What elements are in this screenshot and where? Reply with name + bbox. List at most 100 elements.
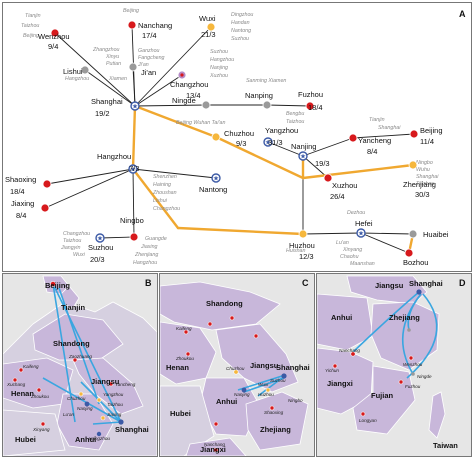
node-star-icon-yangzhou: ★ (265, 139, 271, 147)
arrow-d-4 (407, 293, 422, 331)
panel-d: Jiangsu Shanghai Anhui Zhejiang Jiangxi … (316, 273, 472, 457)
dot-b-shanghai (118, 419, 124, 425)
node-fuzhou (305, 101, 315, 111)
node-wuxi (206, 22, 216, 32)
d-prov-jiangxi: Jiangxi (327, 379, 353, 388)
node-shanghai (130, 101, 140, 111)
minor-changzhou-r2: Hangzhou (210, 57, 234, 63)
b-prov-anhui: Anhui (75, 435, 96, 444)
b-prov-beijing: Beijing (45, 281, 70, 290)
map-d-gray-dots (407, 328, 415, 376)
node-label-hefei: Hefei (355, 219, 373, 228)
edge-hangzhou-shaoxing (46, 168, 134, 185)
node-label-jiaxing: Jiaxing (11, 199, 34, 208)
arrow-c-1 (237, 375, 283, 391)
map-c-arrows (237, 375, 285, 397)
edge-ningbo-suzhou (99, 236, 135, 239)
map-d: Jiangsu Shanghai Anhui Zhejiang Jiangxi … (317, 274, 471, 456)
map-c: Shandong Henan Jiangsu Shanghai Anhui Hu… (160, 274, 314, 456)
node-shaoxing (42, 179, 52, 189)
node-hefei (356, 228, 366, 238)
node-date-hangzhou: 7/3 (129, 164, 139, 173)
minor-ningbo-1: Guangde (145, 236, 167, 242)
b-city-yangzhou: Yangzhou (103, 392, 124, 397)
d-prov-jiangsu: Jiangsu (375, 281, 404, 290)
node-star-icon-hefei: ★ (358, 230, 364, 238)
node-lishui (80, 65, 90, 75)
b-city-taizhou: Taizhou (107, 402, 123, 407)
node-nanchang (127, 20, 137, 30)
minor-changzhou-2: Fangcheng (138, 55, 165, 61)
b-prov-henan: Henan (11, 389, 34, 398)
c-city-kaifeng: Kaifeng (176, 326, 192, 331)
node-bozhou (404, 248, 414, 258)
dot-b-chuzhou (78, 391, 84, 397)
edge-hangzhou-jiaxing (44, 168, 134, 209)
node-star-icon-hangzhou: ★ (130, 166, 136, 174)
b-city-jiaxing: Jiaxing (106, 412, 122, 417)
node-label-fuzhou: Fuzhou (298, 90, 323, 99)
d-city-longyan: Longyan (359, 418, 377, 423)
minor-suzhou-2: Taizhou (63, 238, 81, 244)
node-label-yangzhou: Yangzhou (265, 126, 298, 135)
map-d-stars (416, 289, 422, 295)
edge-hangzhou-nantong (132, 168, 217, 179)
c-prov-zhejiang: Zhejiang (260, 425, 291, 434)
dot-c-zhoukou (185, 351, 191, 357)
c-city-suzhou: Suzhou (270, 378, 286, 383)
b-city-luan: Lu'an (63, 412, 75, 417)
node-date-shanghai: 19/2 (95, 109, 110, 118)
edge-shanghai-chuzhou (133, 104, 218, 139)
node-label-nanjing: Nanjing (291, 142, 316, 151)
minor-hefei-5: Maanshan (350, 261, 375, 267)
minor-changzhou-r3: Nanjing (210, 65, 228, 71)
edge-shanghai-lishui (84, 69, 136, 107)
edge-nanping-fuzhou (266, 104, 311, 107)
node-date-yancheng: 8/4 (367, 147, 377, 156)
d-city-fuzhou: Fuzhou (405, 384, 421, 389)
map-d-arrows (352, 291, 438, 379)
c-prov-jiangxi: Jiangxi (200, 445, 226, 454)
map-b-hubei-shape (3, 409, 66, 456)
node-yangzhou (263, 137, 273, 147)
c-prov-anhui: Anhui (216, 397, 237, 406)
panel-b-label: B (145, 278, 152, 288)
minor-changzhou-r1: Suzhou (210, 49, 228, 55)
node-label-changzhou: Changzhou (170, 80, 208, 89)
edge-hefei-huaibei (360, 232, 414, 235)
dot-b-beijing (50, 281, 56, 287)
dot-b-xinyang (40, 421, 46, 427)
node-ningde (201, 100, 211, 110)
minor-labels: Tianjin Taizhou Beijing Beijing Dingzhou… (21, 8, 439, 267)
map-c-shandong-shape (160, 281, 281, 331)
network-edges (44, 24, 415, 254)
edge-shanghai-changzhou (134, 74, 183, 107)
minor-ningde: Sanming Xiamen (246, 78, 286, 84)
edge-to-zhenjiang (301, 163, 415, 180)
map-c-zhejiang-shape (245, 391, 309, 451)
edge-hangzhou-huzhou-path (131, 167, 180, 230)
edge-chuzhou-zhenjiang-path (214, 135, 305, 180)
minor-yangzhou-2: Taizhou (286, 119, 304, 125)
map-c-stars (241, 373, 287, 393)
c-prov-jiangsu: Jiangsu (250, 361, 279, 370)
panel-d-label: D (459, 278, 466, 288)
dot-d-nanchang (350, 351, 356, 357)
node-label-suzhou: Suzhou (88, 243, 113, 252)
b-city-nanjing: Nanjing (77, 406, 93, 411)
node-suzhou (95, 233, 105, 243)
c-city-zhoukou: Zhoukou (175, 356, 194, 361)
minor-changzhou-3: Ji'an (137, 62, 149, 68)
minor-hangzhou-4: Lishui (153, 198, 168, 204)
arrow-b-3 (58, 287, 100, 405)
edge-yancheng-beijing (352, 133, 415, 139)
node-date-xuzhou: 26/4 (330, 192, 345, 201)
node-label-chuzhou: Chuzhou (224, 129, 254, 138)
node-date-beijing: 11/4 (420, 137, 434, 146)
arrow-c-3 (257, 377, 283, 397)
edge-shanghai-hangzhou-hl (131, 104, 137, 171)
node-label-wuxi: Wuxi (199, 14, 216, 23)
c-city-ningbo: Ningbo (288, 398, 303, 403)
node-nanping (262, 100, 272, 110)
b-prov-shanghai: Shanghai (115, 425, 149, 434)
